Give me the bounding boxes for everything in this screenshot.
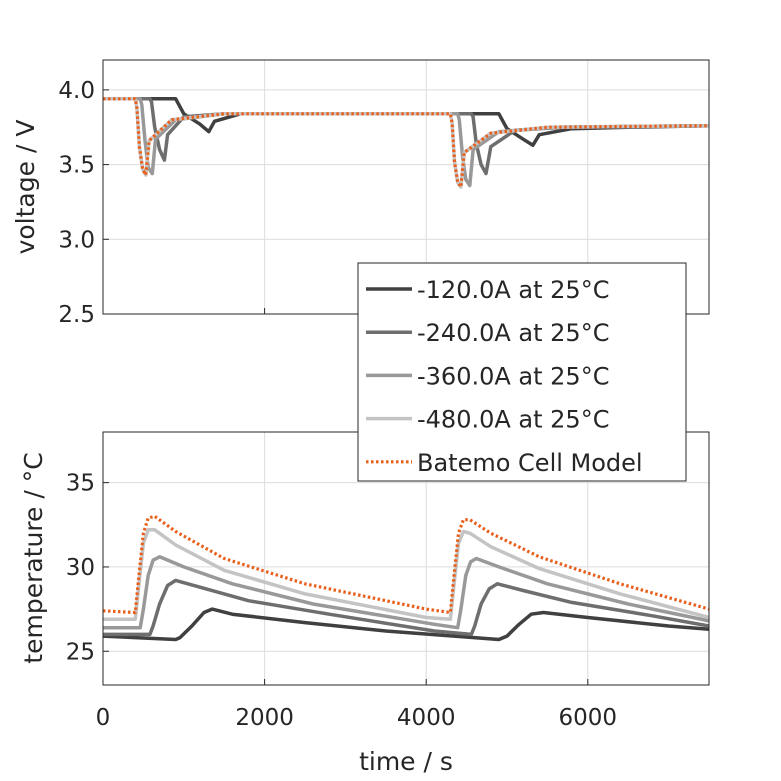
series-line-1 <box>102 607 710 642</box>
series-line-4 <box>103 97 710 189</box>
series-line-2 <box>103 578 710 637</box>
y-tick-label: 35 <box>66 471 95 497</box>
y-tick-label: 3.0 <box>58 227 95 253</box>
legend-label: Batemo Cell Model <box>417 449 643 477</box>
legend-box <box>357 262 687 482</box>
legend-label: -120.0A at 25°C <box>417 276 609 304</box>
y-tick-label: 30 <box>66 555 95 581</box>
y-tick-label: 2.5 <box>58 302 95 328</box>
series-line-model <box>102 514 710 615</box>
voltage-grid <box>102 60 709 315</box>
x-tick-label: 0 <box>96 705 111 731</box>
temperature-grid <box>102 432 709 685</box>
legend-items: -120.0A at 25°C -240.0A at 25°C -360.0A at… <box>366 276 643 477</box>
voltage-ylabel: voltage / V <box>11 120 40 255</box>
temperature-ylabel: temperature / °C <box>19 452 48 663</box>
x-tick-label: 2000 <box>235 705 294 731</box>
time-xlabel: time / s <box>359 747 453 776</box>
legend: -120.0A at 25°C -240.0A at 25°C -360.0A at… <box>357 262 687 482</box>
y-tick-label: 4.0 <box>58 78 95 104</box>
legend-label: -480.0A at 25°C <box>417 406 609 434</box>
temperature-series <box>102 514 710 642</box>
temperature-ticks: 0 2000 4000 6000 25 30 35 <box>66 471 617 731</box>
voltage-ticks: 2.5 3.0 3.5 4.0 <box>58 78 589 328</box>
x-tick-label: 6000 <box>559 705 618 731</box>
legend-label: -360.0A at 25°C <box>417 362 609 390</box>
legend-label: -240.0A at 25°C <box>417 319 609 347</box>
y-tick-label: 25 <box>66 639 95 665</box>
voltage-series <box>103 97 710 189</box>
y-tick-label: 3.5 <box>58 153 95 179</box>
temperature-plot: 0 2000 4000 6000 25 30 35 temperature / °C tim… <box>19 431 710 776</box>
series-line-3 <box>103 555 710 630</box>
x-tick-label: 4000 <box>397 705 456 731</box>
